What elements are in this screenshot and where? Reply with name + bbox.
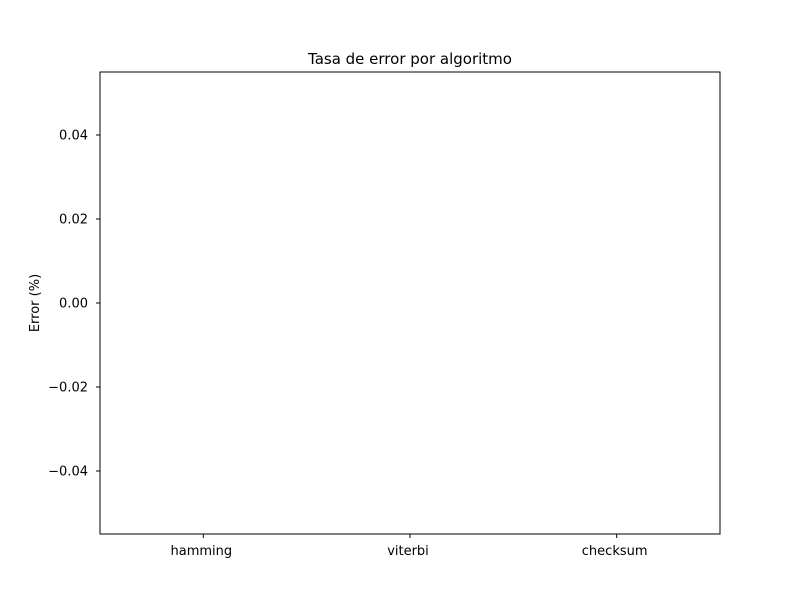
y-axis-label: Error (%) bbox=[28, 274, 43, 332]
y-tick-label: 0.02 bbox=[59, 213, 88, 228]
plot-frame bbox=[99, 71, 721, 535]
y-tick-label: −0.04 bbox=[48, 465, 88, 480]
tick-group: 0.04 0.02 0.00 −0.02 −0.04 hamming viterbi chec… bbox=[48, 129, 647, 560]
x-tick-label: hamming bbox=[171, 544, 233, 559]
y-tick-label: 0.04 bbox=[59, 129, 88, 144]
x-tick-label: checksum bbox=[582, 544, 648, 559]
y-tick-label: −0.02 bbox=[48, 381, 88, 396]
chart-title: Tasa de error por algoritmo bbox=[307, 50, 512, 68]
y-tick-label: 0.00 bbox=[59, 297, 88, 312]
x-tick-label: viterbi bbox=[387, 544, 429, 559]
